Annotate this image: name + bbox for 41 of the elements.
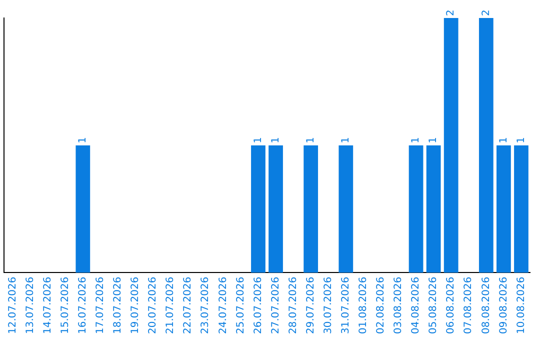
data-label: 1: [270, 136, 282, 144]
x-tick-label: 08.08.2026: [480, 276, 492, 334]
x-tick-label: 24.07.2026: [218, 276, 229, 334]
x-tick-label: 09.08.2026: [498, 276, 510, 334]
x-tick-label: 05.08.2026: [428, 276, 440, 334]
x-tick-label: 13.07.2026: [24, 276, 36, 334]
x-tick-label: 29.07.2026: [305, 276, 316, 334]
x-tick-label: 15.07.2026: [60, 276, 71, 334]
x-tick-label: 18.07.2026: [112, 276, 124, 334]
x-tick-label: 17.07.2026: [95, 276, 106, 334]
x-tick-label: 20.07.2026: [148, 276, 159, 334]
data-label: 1: [428, 136, 440, 144]
x-tick-label: 28.07.2026: [288, 276, 299, 334]
data-label: 1: [305, 136, 316, 144]
data-label: 1: [340, 136, 352, 144]
x-tick-label: 30.07.2026: [322, 276, 334, 334]
data-label: 2: [446, 10, 457, 16]
x-tick-label: 23.07.2026: [200, 276, 212, 334]
data-label: 1: [410, 136, 422, 144]
x-tick-label: 14.07.2026: [42, 276, 54, 334]
x-tick-label: 26.07.2026: [252, 276, 264, 334]
x-tick-label: 16.07.2026: [77, 276, 88, 334]
x-tick-label: 25.07.2026: [235, 276, 246, 334]
x-tick-label: 10.08.2026: [516, 276, 527, 334]
data-label: 2: [480, 10, 492, 16]
x-tick-label: 03.08.2026: [393, 276, 404, 334]
data-label: 1: [77, 136, 88, 144]
x-tick-label: 22.07.2026: [182, 276, 194, 334]
x-tick-label: 19.07.2026: [130, 276, 142, 334]
x-tick-label: 07.08.2026: [463, 276, 474, 334]
x-tick-label: 31.07.2026: [340, 276, 352, 334]
data-label: 1: [516, 136, 527, 144]
x-tick-label: 06.08.2026: [446, 276, 457, 334]
x-tick-label: 27.07.2026: [270, 276, 282, 334]
x-tick-label: 21.07.2026: [165, 276, 176, 334]
data-label: 1: [252, 136, 264, 144]
x-tick-label: 01.08.2026: [358, 276, 370, 334]
x-tick-label: 12.07.2026: [7, 276, 18, 334]
x-tick-label: 04.08.2026: [410, 276, 422, 334]
data-label: 1: [498, 136, 510, 144]
x-tick-label: 02.08.2026: [376, 276, 387, 334]
